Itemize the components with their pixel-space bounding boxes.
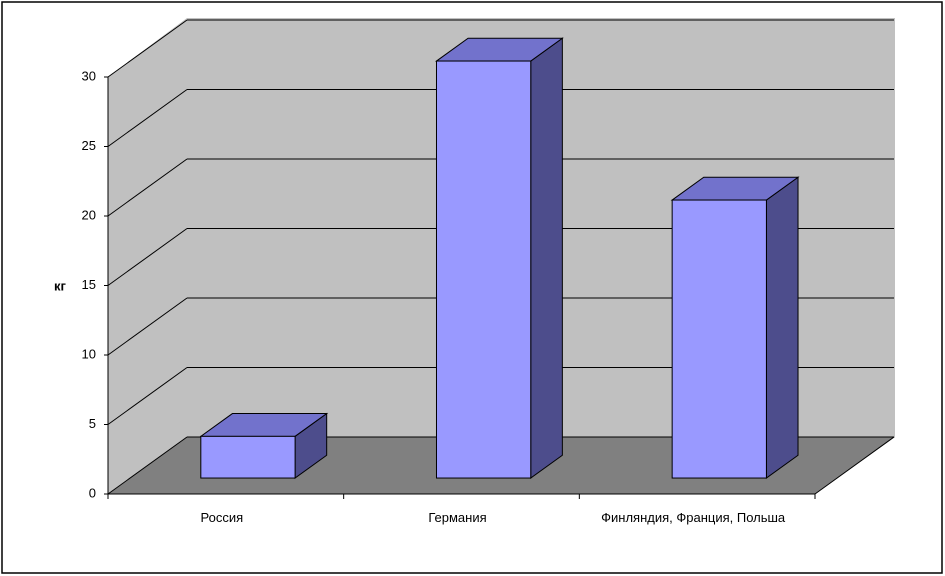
bar-side: [530, 37, 563, 480]
y-tick-label: 25: [82, 138, 96, 153]
x-tick-label: Россия: [200, 510, 244, 525]
floor-edge: [814, 436, 895, 495]
grid-line: [107, 89, 188, 147]
grid-line: [107, 367, 188, 425]
bar: [671, 199, 767, 479]
bar: [435, 60, 532, 479]
y-tick-label: 0: [89, 485, 96, 500]
y-tick-label: 30: [82, 68, 96, 83]
grid-line: [107, 158, 188, 217]
y-tick-label: 5: [89, 416, 96, 431]
grid-line: [107, 297, 188, 356]
x-tick-label: Финляндия, Франция, Польша: [601, 510, 786, 525]
bar: [200, 435, 296, 479]
y-tick-label: 15: [82, 277, 96, 292]
grid-line: [107, 228, 188, 286]
grid-line: [107, 19, 188, 78]
y-axis-label: кг: [54, 278, 67, 293]
x-tick-label: Германия: [428, 510, 487, 525]
grid-line: [107, 436, 188, 495]
bar-side: [765, 176, 799, 480]
y-tick-label: 10: [82, 346, 96, 361]
side-wall: [108, 18, 187, 494]
y-tick-label: 20: [82, 207, 96, 222]
